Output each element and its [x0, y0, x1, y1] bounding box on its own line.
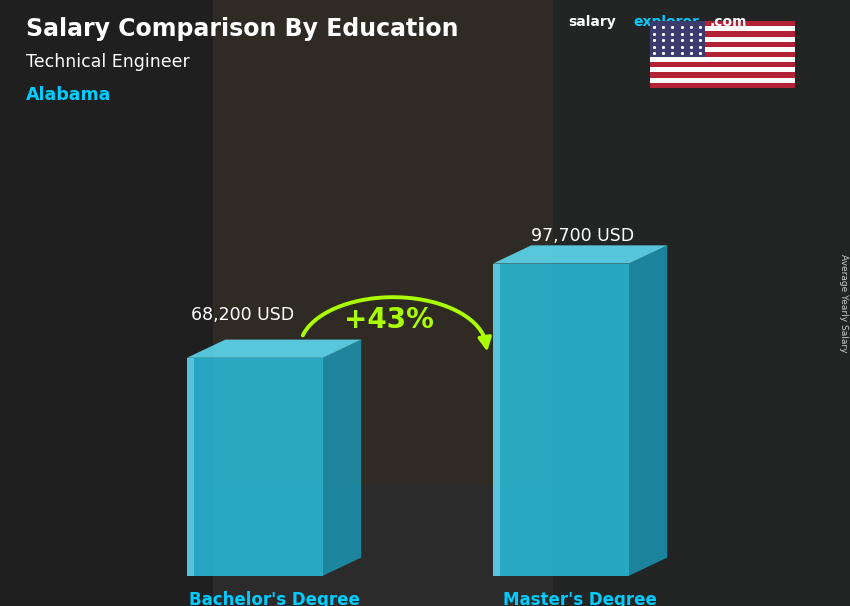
Text: Alabama: Alabama: [26, 86, 110, 104]
Polygon shape: [493, 245, 667, 264]
Bar: [650, 52, 795, 57]
Bar: [650, 36, 795, 42]
Polygon shape: [493, 264, 629, 576]
Bar: [650, 62, 795, 67]
Text: 97,700 USD: 97,700 USD: [530, 227, 634, 245]
Text: +43%: +43%: [344, 307, 434, 335]
Bar: [552, 0, 850, 606]
Bar: [650, 67, 795, 73]
Bar: [212, 0, 552, 485]
Text: Technical Engineer: Technical Engineer: [26, 53, 190, 72]
Bar: [650, 73, 795, 78]
Polygon shape: [629, 245, 667, 576]
Polygon shape: [187, 339, 361, 358]
Text: Master's Degree: Master's Degree: [503, 591, 657, 606]
Text: explorer: explorer: [633, 15, 699, 29]
Text: Salary Comparison By Education: Salary Comparison By Education: [26, 17, 458, 41]
Bar: [650, 42, 795, 47]
Bar: [650, 83, 795, 88]
Bar: [650, 26, 795, 32]
Bar: [0, 0, 212, 606]
Bar: [650, 47, 795, 52]
Polygon shape: [187, 358, 194, 576]
Polygon shape: [187, 358, 323, 576]
Bar: [650, 78, 795, 83]
Bar: [650, 57, 795, 62]
Text: Average Yearly Salary: Average Yearly Salary: [839, 254, 847, 352]
Polygon shape: [493, 264, 500, 576]
Text: salary: salary: [568, 15, 615, 29]
Bar: [650, 21, 795, 26]
Bar: [650, 21, 706, 57]
Text: .com: .com: [710, 15, 747, 29]
Polygon shape: [323, 339, 361, 576]
Text: Bachelor's Degree: Bachelor's Degree: [189, 591, 360, 606]
Bar: [650, 32, 795, 36]
Text: 68,200 USD: 68,200 USD: [190, 307, 294, 324]
